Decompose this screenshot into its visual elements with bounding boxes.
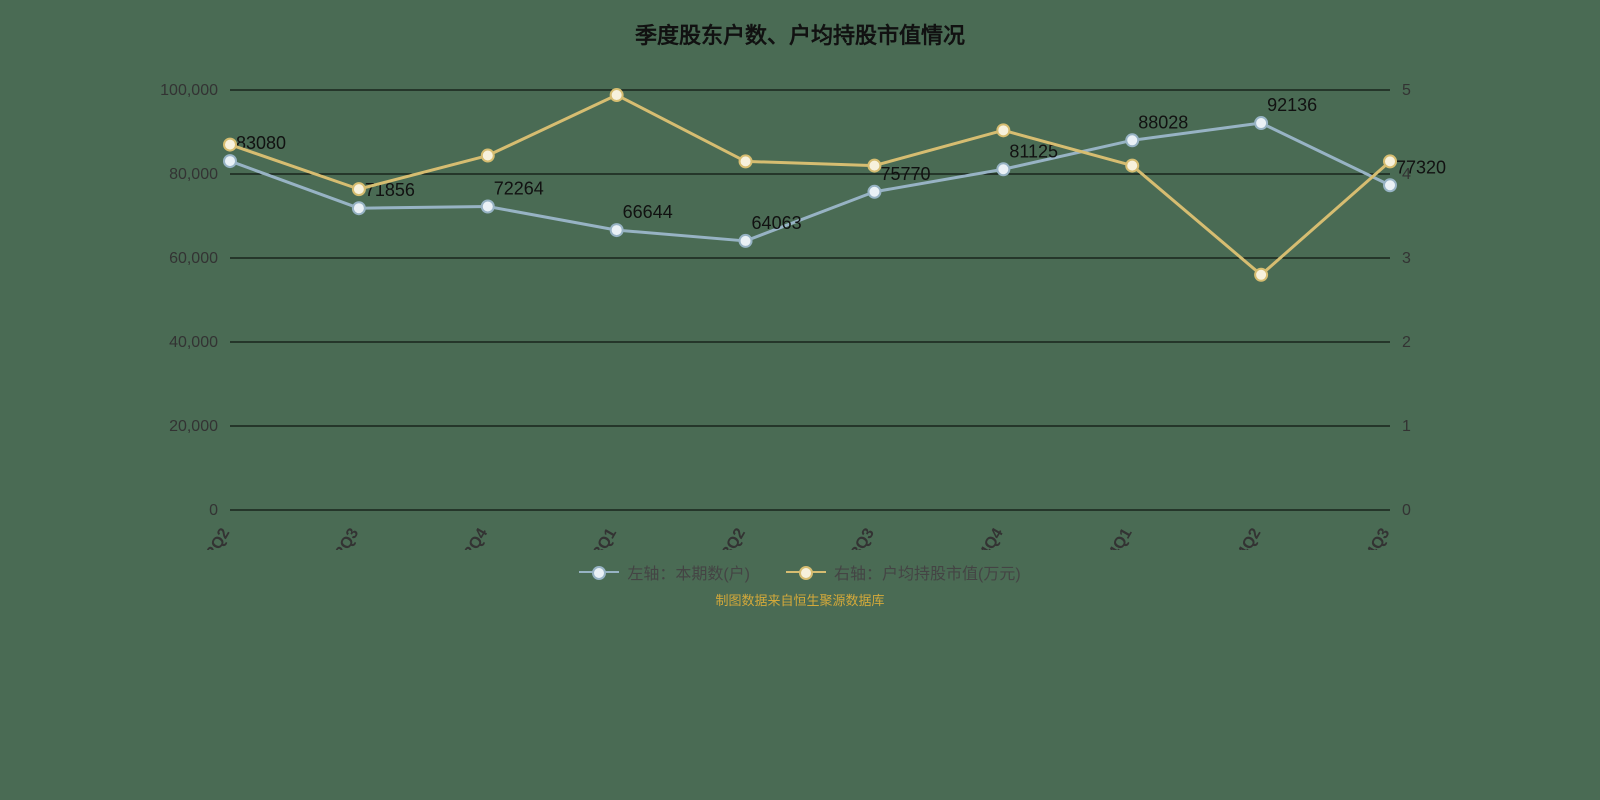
data-label: 71856 xyxy=(365,180,415,200)
y-left-tick: 80,000 xyxy=(169,166,218,183)
chart-container: 020,00040,00060,00080,000100,00001234520… xyxy=(130,70,1470,550)
data-label: 64063 xyxy=(752,213,802,233)
legend-item-0: 左轴：本期数(户) xyxy=(579,560,750,584)
x-category-label: 2022Q4 xyxy=(448,525,491,550)
data-label: 88028 xyxy=(1138,112,1188,132)
legend-label: 右轴：户均持股市值(万元) xyxy=(834,560,1021,584)
y-right-tick: 1 xyxy=(1402,418,1411,435)
series-marker-0 xyxy=(482,200,494,212)
series-marker-1 xyxy=(224,139,236,151)
y-right-tick: 5 xyxy=(1402,82,1411,99)
series-marker-0 xyxy=(224,155,236,167)
credit-line: 制图数据来自恒生聚源数据库 xyxy=(0,590,1600,609)
y-left-tick: 60,000 xyxy=(169,250,218,267)
series-marker-1 xyxy=(997,124,1009,136)
series-marker-1 xyxy=(740,155,752,167)
y-right-tick: 3 xyxy=(1402,250,1411,267)
data-label: 72264 xyxy=(494,178,544,198)
series-marker-0 xyxy=(1126,134,1138,146)
series-marker-0 xyxy=(997,163,1009,175)
series-marker-1 xyxy=(482,150,494,162)
chart-title: 季度股东户数、户均持股市值情况 xyxy=(0,0,1600,50)
series-marker-0 xyxy=(611,224,623,236)
data-label: 75770 xyxy=(880,164,930,184)
y-right-tick: 0 xyxy=(1402,502,1411,519)
series-marker-1 xyxy=(868,160,880,172)
y-left-tick: 100,000 xyxy=(160,82,218,99)
legend-label: 左轴：本期数(户) xyxy=(627,560,750,584)
legend-marker-icon xyxy=(592,566,606,580)
x-category-label: 2024Q1 xyxy=(1092,525,1135,550)
legend-line-icon xyxy=(786,571,826,573)
series-marker-1 xyxy=(353,183,365,195)
series-marker-1 xyxy=(611,89,623,101)
x-category-label: 2023Q1 xyxy=(577,525,620,550)
x-category-label: 2023Q2 xyxy=(706,525,749,550)
series-marker-0 xyxy=(353,202,365,214)
x-category-label: 2023Q3 xyxy=(835,525,878,550)
series-marker-1 xyxy=(1384,155,1396,167)
data-label: 66644 xyxy=(623,202,673,222)
legend-marker-icon xyxy=(799,566,813,580)
series-marker-0 xyxy=(868,186,880,198)
x-category-label: 2024Q4 xyxy=(964,525,1007,550)
legend: 左轴：本期数(户) 右轴：户均持股市值(万元) xyxy=(0,560,1600,584)
series-marker-0 xyxy=(740,235,752,247)
y-left-tick: 20,000 xyxy=(169,418,218,435)
legend-line-icon xyxy=(579,571,619,573)
series-marker-1 xyxy=(1126,160,1138,172)
legend-item-1: 右轴：户均持股市值(万元) xyxy=(786,560,1021,584)
y-left-tick: 0 xyxy=(209,502,218,519)
x-category-label: 2022Q2 xyxy=(190,525,233,550)
x-category-label: 2024Q3 xyxy=(1350,525,1393,550)
series-marker-1 xyxy=(1255,269,1267,281)
x-category-label: 2024Q2 xyxy=(1221,525,1264,550)
data-label: 77320 xyxy=(1396,157,1446,177)
y-left-tick: 40,000 xyxy=(169,334,218,351)
data-label: 92136 xyxy=(1267,95,1317,115)
y-right-tick: 2 xyxy=(1402,334,1411,351)
chart-svg: 020,00040,00060,00080,000100,00001234520… xyxy=(130,70,1470,550)
series-marker-0 xyxy=(1384,179,1396,191)
x-category-label: 2022Q3 xyxy=(319,525,362,550)
series-marker-0 xyxy=(1255,117,1267,129)
